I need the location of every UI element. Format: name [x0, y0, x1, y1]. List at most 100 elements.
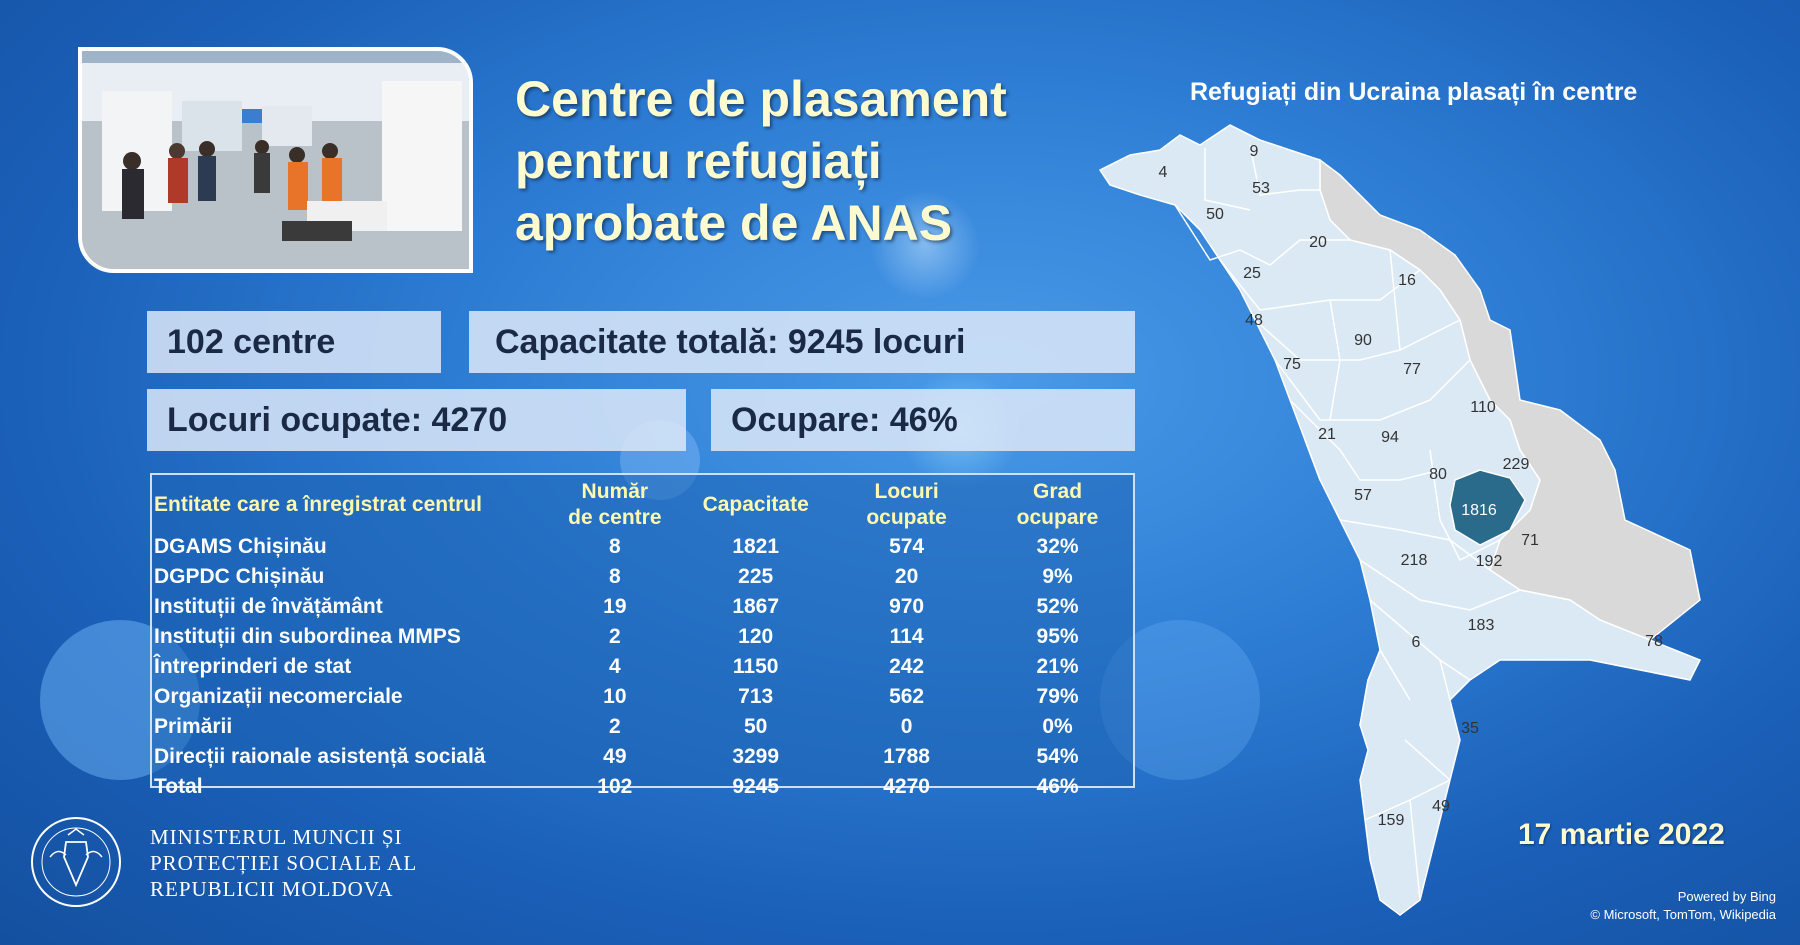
table-cell: Organizații necomerciale	[154, 685, 403, 708]
map-label: 71	[1521, 532, 1539, 549]
occupied-places-box: Locuri ocupate: 4270	[147, 389, 686, 451]
table-cell: 8	[608, 565, 621, 588]
map-title: Refugiați din Ucraina plasați în centre	[1190, 78, 1638, 106]
table-cell: 46%	[1036, 775, 1079, 798]
map-label: 35	[1461, 720, 1479, 737]
table-cell: 2	[608, 715, 621, 738]
map-label: 57	[1354, 487, 1372, 504]
copyright: © Microsoft, TomTom, Wikipedia	[1590, 907, 1776, 922]
table-cell: 95%	[1036, 625, 1079, 648]
column-header-line: de centre	[568, 506, 662, 529]
map-label: 80	[1429, 466, 1447, 483]
table-cell: 102	[597, 775, 633, 798]
powered-by: Powered by Bing	[1677, 889, 1776, 904]
map-label: 77	[1403, 361, 1421, 378]
centers-table: Entitate care a înregistrat centrul Numă…	[150, 473, 1135, 798]
table-cell: Primării	[154, 715, 233, 738]
table-row: Instituții din subordinea MMPS 2 120 114 95%	[152, 622, 1133, 652]
map-label: 20	[1309, 234, 1327, 251]
table-cell: DGPDC Chișinău	[154, 565, 325, 588]
table-row: Organizații necomerciale 10 713 562 79%	[152, 682, 1133, 712]
table-cell: 19	[603, 595, 627, 618]
moldova-map: 4 9 53 50 20 25 16 48 90 75 77 110 21 94…	[1098, 124, 1702, 916]
table-cell: 49	[603, 745, 627, 768]
table-cell: DGAMS Chișinău	[154, 535, 327, 558]
table-cell: Instituții de învățământ	[154, 595, 383, 618]
table-header-row: Entitate care a înregistrat centrul Numă…	[152, 475, 1133, 532]
table-cell: 0%	[1042, 715, 1073, 738]
government-emblem-icon	[31, 817, 121, 907]
refugee-center-photo	[78, 47, 473, 273]
date-label: 17 martie 2022	[1518, 818, 1725, 851]
map-label: 6	[1412, 634, 1421, 651]
table-cell: 242	[889, 655, 925, 678]
table-cell: 1867	[732, 595, 780, 618]
map-label: 229	[1503, 456, 1530, 473]
map-label: 53	[1252, 180, 1270, 197]
table-cell: 0	[900, 715, 913, 738]
table-row: Întreprinderi de stat 4 1150 242 21%	[152, 652, 1133, 682]
map-label: 90	[1354, 332, 1372, 349]
map-label: 183	[1468, 617, 1495, 634]
table-cell: 50	[744, 715, 768, 738]
table-cell: 10	[603, 685, 627, 708]
table-cell: 54%	[1036, 745, 1079, 768]
column-header: Locuri ocupate	[831, 475, 982, 532]
table-cell: 4270	[883, 775, 930, 798]
table-cell: 225	[738, 565, 774, 588]
table-cell: 3299	[732, 745, 780, 768]
map-label: 21	[1318, 426, 1336, 443]
table-row: DGAMS Chișinău 8 1821 574 32%	[152, 532, 1133, 562]
table-cell: Întreprinderi de stat	[154, 655, 352, 678]
total-capacity-box: Capacitate totală: 9245 locuri	[469, 311, 1135, 373]
map-label: 159	[1378, 812, 1405, 829]
table-cell: 970	[889, 595, 925, 618]
table-cell: 9245	[732, 775, 780, 798]
ministry-line: REPUBLICII MOLDOVA	[150, 877, 394, 901]
table-row: Instituții de învățământ 19 1867 970 52%	[152, 592, 1133, 622]
table-cell: 1788	[883, 745, 930, 768]
title-line: aprobate de ANAS	[515, 195, 953, 251]
column-header: Capacitate	[702, 493, 809, 516]
centers-count-box: 102 centre	[147, 311, 441, 373]
occupancy-rate-box: Ocupare: 46%	[711, 389, 1135, 451]
table-cell: 9%	[1042, 565, 1073, 588]
column-header-line: Număr	[581, 480, 649, 503]
map-attribution: Powered by Bing © Microsoft, TomTom, Wik…	[1590, 888, 1776, 924]
map-label: 25	[1243, 265, 1261, 282]
table-cell: 52%	[1036, 595, 1079, 618]
column-header-line: Locuri	[874, 480, 939, 503]
table-cell: 8	[608, 535, 621, 558]
map-label: 49	[1432, 798, 1450, 815]
ministry-line: PROTECȚIEI SOCIALE AL	[150, 851, 418, 875]
map-label: 75	[1283, 356, 1301, 373]
table-cell: 574	[889, 535, 925, 558]
map-label: 218	[1401, 552, 1428, 569]
table-cell: Direcții raionale asistență socială	[154, 745, 486, 768]
ministry-name: MINISTERUL MUNCII ȘI PROTECȚIEI SOCIALE …	[150, 824, 417, 902]
table-cell: 120	[738, 625, 774, 648]
map-label: 50	[1206, 206, 1224, 223]
table-row: Primării 2 50 0 0%	[152, 712, 1133, 742]
title-line: Centre de plasament	[515, 71, 1007, 127]
table-row: DGPDC Chișinău 8 225 20 9%	[152, 562, 1133, 592]
table-cell: 4	[608, 655, 621, 678]
table-cell: 114	[889, 625, 924, 648]
map-label: 94	[1381, 429, 1399, 446]
column-header: Grad ocupare	[982, 475, 1133, 532]
table-cell: 32%	[1036, 535, 1079, 558]
ministry-line: MINISTERUL MUNCII ȘI	[150, 825, 403, 849]
table-row: Direcții raionale asistență socială 49 329…	[152, 742, 1133, 772]
map-label: 1816	[1461, 502, 1497, 519]
table-cell: 713	[738, 685, 774, 708]
map-region-chisinau	[1449, 469, 1526, 546]
table-row: Total 102 9245 4270 46%	[152, 772, 1133, 802]
column-header-line: ocupate	[866, 506, 947, 529]
table-cell: 20	[894, 565, 919, 588]
table-cell: Instituții din subordinea MMPS	[154, 625, 461, 648]
table-cell: 1150	[732, 655, 779, 678]
column-header: Număr de centre	[549, 475, 680, 532]
column-header-line: Grad	[1033, 480, 1083, 503]
map-label: 9	[1250, 143, 1259, 160]
column-header-line: ocupare	[1016, 506, 1099, 529]
